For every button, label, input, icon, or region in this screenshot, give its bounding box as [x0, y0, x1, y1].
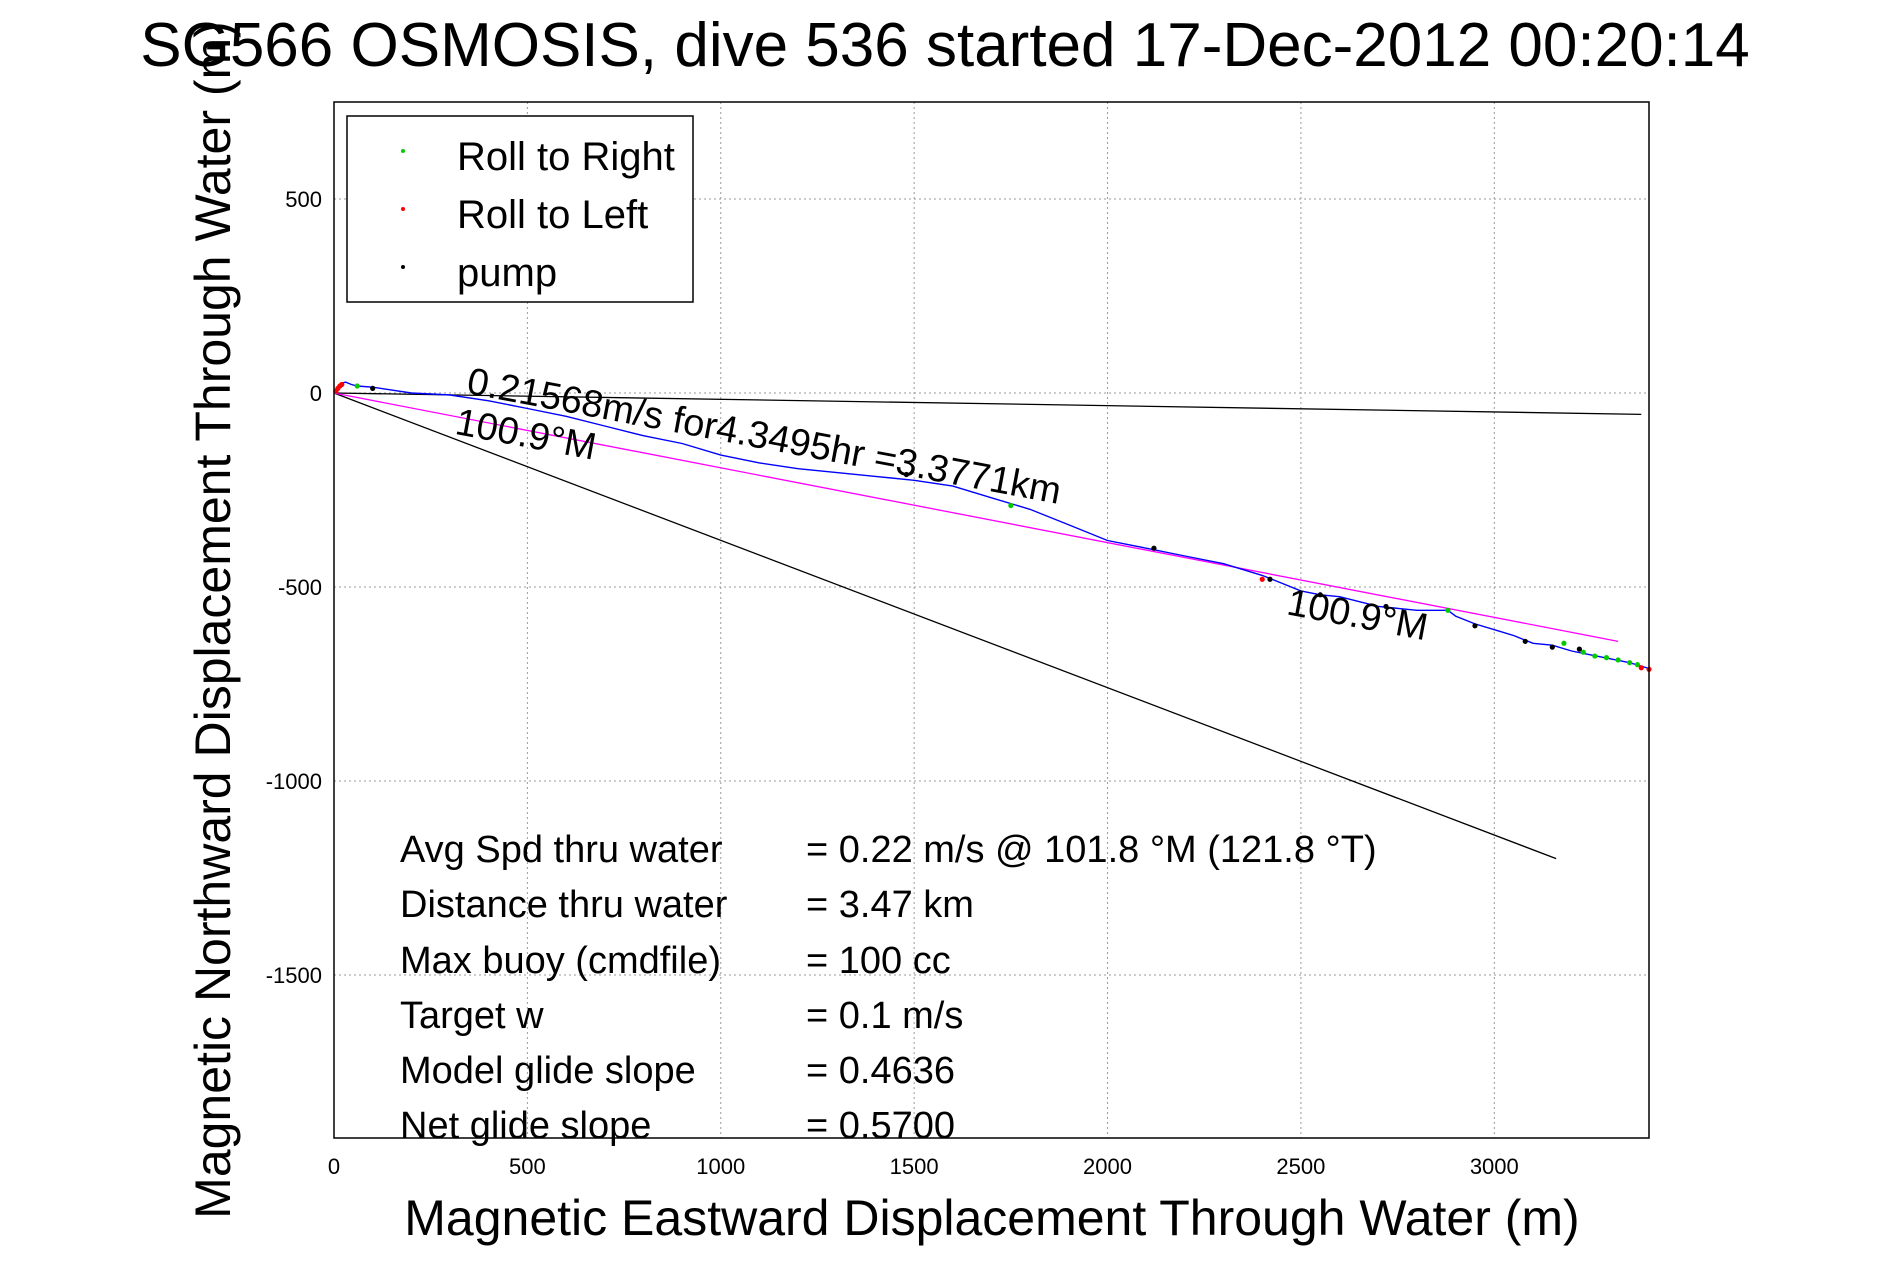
reference-lines — [333, 392, 1642, 860]
roll-right-marker — [1445, 607, 1451, 613]
legend-label-roll-left: Roll to Left — [457, 193, 648, 237]
pump-marker — [370, 385, 376, 391]
stat-label-model-glide-slope: Model glide slope — [400, 1050, 696, 1092]
legend-label-roll-right: Roll to Right — [457, 135, 675, 179]
stat-value-model-glide-slope: = 0.4636 — [806, 1050, 955, 1092]
x-tick-label: 2000 — [1083, 1154, 1132, 1179]
roll-left-marker — [1638, 665, 1644, 671]
roll-right-marker — [1634, 662, 1640, 668]
x-tick-label: 500 — [509, 1154, 546, 1179]
y-tick-label: -1500 — [266, 963, 322, 988]
grid-lines — [333, 102, 1649, 1138]
pump-marker — [903, 471, 910, 478]
pump-marker — [1472, 623, 1478, 629]
pump-marker — [1317, 592, 1323, 598]
y-tick-label: 0 — [310, 381, 322, 406]
x-tick-label: 3000 — [1470, 1154, 1519, 1179]
pump-marker — [1151, 545, 1157, 551]
y-tick-label: -1000 — [266, 769, 322, 794]
x-tick-label: 1000 — [696, 1154, 745, 1179]
stat-label-target-w: Target w — [400, 995, 544, 1037]
heading_line_1 — [333, 392, 1642, 416]
pump-marker — [1549, 644, 1555, 650]
y-tick-label: -500 — [278, 575, 322, 600]
roll-right-marker — [1615, 657, 1621, 663]
plot-frame — [333, 101, 1650, 1139]
average_line — [333, 392, 1619, 642]
legend-label-pump: pump — [457, 251, 557, 295]
track-markers — [333, 381, 1652, 672]
stat-value-avg-speed: = 0.22 m/s @ 101.8 °M (121.8 °T) — [806, 829, 1377, 871]
legend: Roll to Right Roll to Left pump — [346, 115, 694, 303]
legend-marker-roll-right — [401, 149, 405, 153]
stat-label-distance: Distance thru water — [400, 884, 728, 926]
pump-marker — [1383, 603, 1389, 610]
roll-right-marker — [1627, 660, 1633, 666]
stat-value-max-buoy: = 100 cc — [806, 940, 951, 982]
stat-label-avg-speed: Avg Spd thru water — [400, 829, 723, 871]
legend-marker-roll-left — [401, 207, 405, 211]
x-tick-label: 0 — [328, 1154, 340, 1179]
pump-marker — [1267, 576, 1273, 582]
stat-value-target-w: = 0.1 m/s — [806, 995, 963, 1037]
roll-right-marker — [354, 383, 360, 389]
roll-right-marker — [1580, 649, 1586, 655]
x-tick-label: 1500 — [890, 1154, 939, 1179]
roll-right-marker — [1008, 502, 1014, 509]
roll-right-marker — [1592, 653, 1598, 659]
track-line — [333, 381, 1650, 670]
chart-title: SG566 OSMOSIS, dive 536 started 17-Dec-2… — [140, 11, 1750, 80]
heading_line_2 — [333, 392, 1557, 860]
roll-right-marker — [1603, 655, 1610, 661]
roll-right-marker — [1561, 640, 1567, 646]
stat-value-distance: = 3.47 km — [806, 884, 974, 926]
roll-left-marker — [1259, 576, 1265, 582]
y-axis-label: Magnetic Northward Displacement Through … — [185, 21, 241, 1219]
stat-label-max-buoy: Max buoy (cmdfile) — [400, 940, 721, 982]
y-tick-labels: 500 0 -500 -1000 -1500 — [266, 187, 322, 988]
x-tick-label: 2500 — [1276, 1154, 1325, 1179]
stat-value-net-glide-slope: = 0.5700 — [806, 1105, 955, 1147]
dive-stats: Avg Spd thru water = 0.22 m/s @ 101.8 °M… — [400, 829, 1377, 1147]
dive-track — [333, 381, 1650, 670]
x-tick-labels: 0 500 1000 1500 2000 2500 3000 — [328, 1154, 1519, 1179]
legend-marker-pump — [401, 265, 405, 269]
pump-marker — [1576, 646, 1582, 652]
roll-left-marker — [339, 381, 345, 388]
pump-marker — [1522, 638, 1528, 644]
y-tick-label: 500 — [285, 187, 322, 212]
x-axis-label: Magnetic Eastward Displacement Through W… — [404, 1190, 1579, 1246]
stat-label-net-glide-slope: Net glide slope — [400, 1105, 651, 1147]
